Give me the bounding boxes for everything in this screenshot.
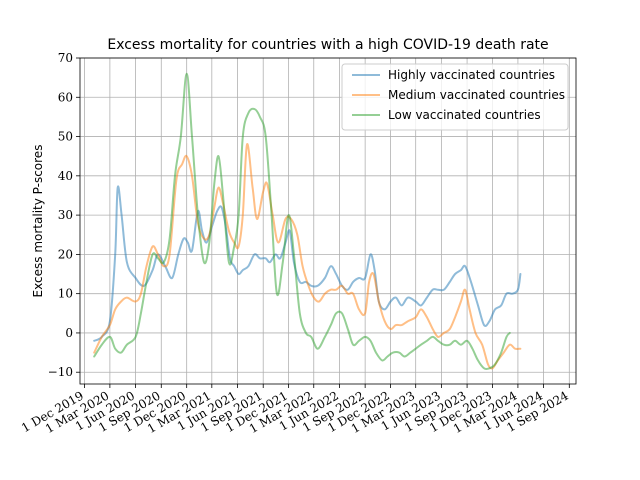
chart-title: Excess mortality for countries with a hi… [107, 37, 548, 53]
y-tick-label: 40 [58, 169, 73, 183]
y-tick-label: 60 [58, 90, 73, 104]
series-lines [93, 72, 522, 371]
y-tick-label: 10 [58, 287, 73, 301]
legend: Highly vaccinated countries Medium vaccin… [341, 63, 569, 131]
legend-box [341, 63, 569, 131]
y-tick-label: 20 [58, 247, 73, 261]
y-tick-label: 70 [58, 51, 73, 65]
series-line-3 [93, 72, 511, 371]
plot-frame [79, 57, 577, 385]
series-line-1 [93, 185, 522, 342]
legend-label: Medium vaccinated countries [388, 88, 565, 102]
legend-label: Highly vaccinated countries [388, 68, 555, 82]
y-axis-label: Excess mortality P-scores [31, 145, 45, 298]
legend-label: Low vaccinated countries [388, 108, 541, 122]
grid [80, 57, 576, 384]
series-line-2 [93, 143, 522, 370]
y-tick-label: −10 [48, 365, 73, 379]
y-tick-label: 0 [65, 326, 73, 340]
y-tick-label: 50 [58, 130, 73, 144]
y-tick-label: 30 [58, 208, 73, 222]
